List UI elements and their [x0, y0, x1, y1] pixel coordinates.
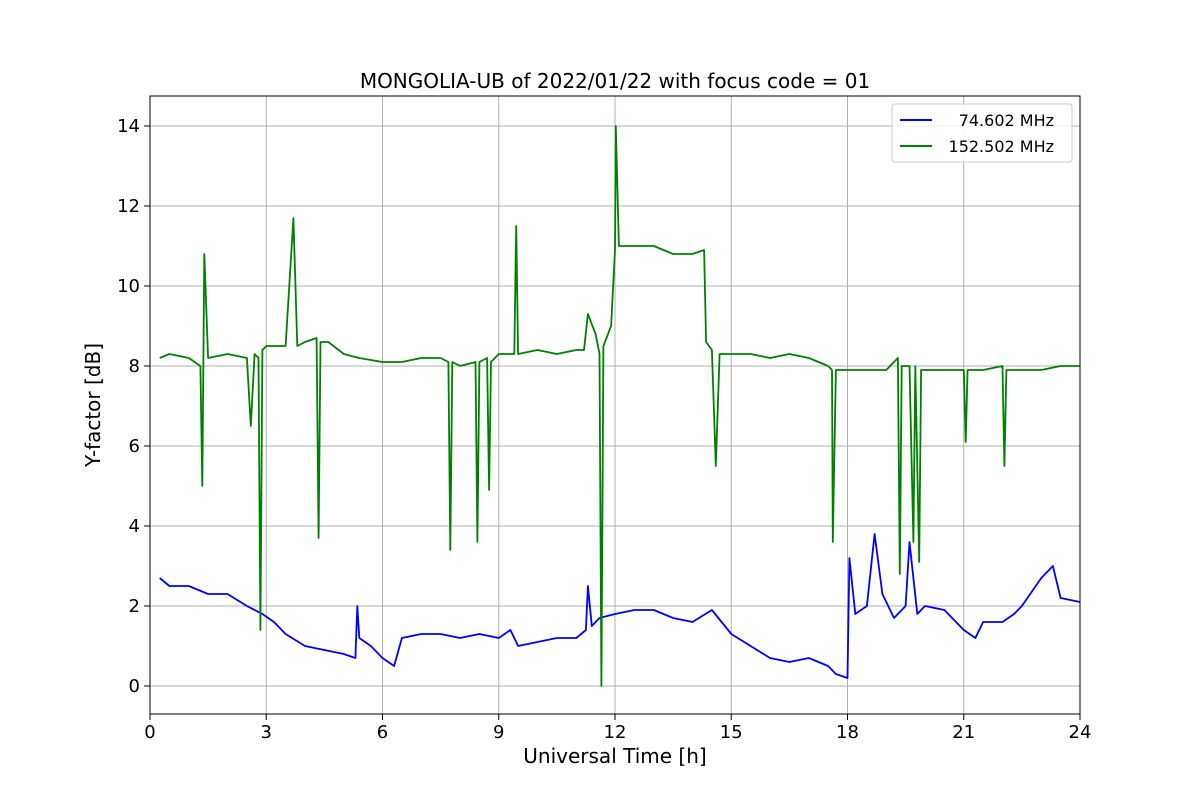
y-tick-label: 0: [129, 676, 140, 697]
x-tick-label: 3: [261, 722, 272, 743]
y-axis-label: Y-factor [dB]: [81, 343, 105, 468]
y-tick-label: 2: [129, 596, 140, 617]
legend-box: [891, 103, 1073, 163]
x-tick-label: 6: [377, 722, 388, 743]
y-tick-label: 10: [117, 276, 140, 297]
x-tick-label: 15: [720, 722, 743, 743]
y-tick-label: 6: [129, 436, 140, 457]
legend-label: 152.502 MHz: [949, 137, 1054, 156]
y-tick-label: 4: [129, 516, 140, 537]
legend: 74.602 MHz 152.502 MHz: [891, 103, 1073, 163]
x-tick-label: 18: [836, 722, 859, 743]
y-tick-label: 8: [129, 356, 140, 377]
x-tick-label: 9: [493, 722, 504, 743]
x-axis: 0 3 6 9 12 15 18 21 24: [144, 714, 1091, 743]
series-line-0: [159, 533, 1081, 679]
x-axis-label: Universal Time [h]: [523, 744, 706, 768]
series-line-1: [159, 125, 1080, 687]
chart-title: MONGOLIA-UB of 2022/01/22 with focus cod…: [360, 69, 870, 93]
legend-label: 74.602 MHz: [959, 111, 1054, 130]
x-tick-label: 12: [604, 722, 627, 743]
x-tick-label: 0: [144, 722, 155, 743]
y-axis: 0 2 4 6 8 10 12 14: [117, 116, 150, 697]
x-tick-label: 21: [952, 722, 975, 743]
y-tick-label: 12: [117, 196, 140, 217]
x-tick-label: 24: [1069, 722, 1092, 743]
series-group: [159, 125, 1081, 687]
y-tick-label: 14: [117, 116, 140, 137]
